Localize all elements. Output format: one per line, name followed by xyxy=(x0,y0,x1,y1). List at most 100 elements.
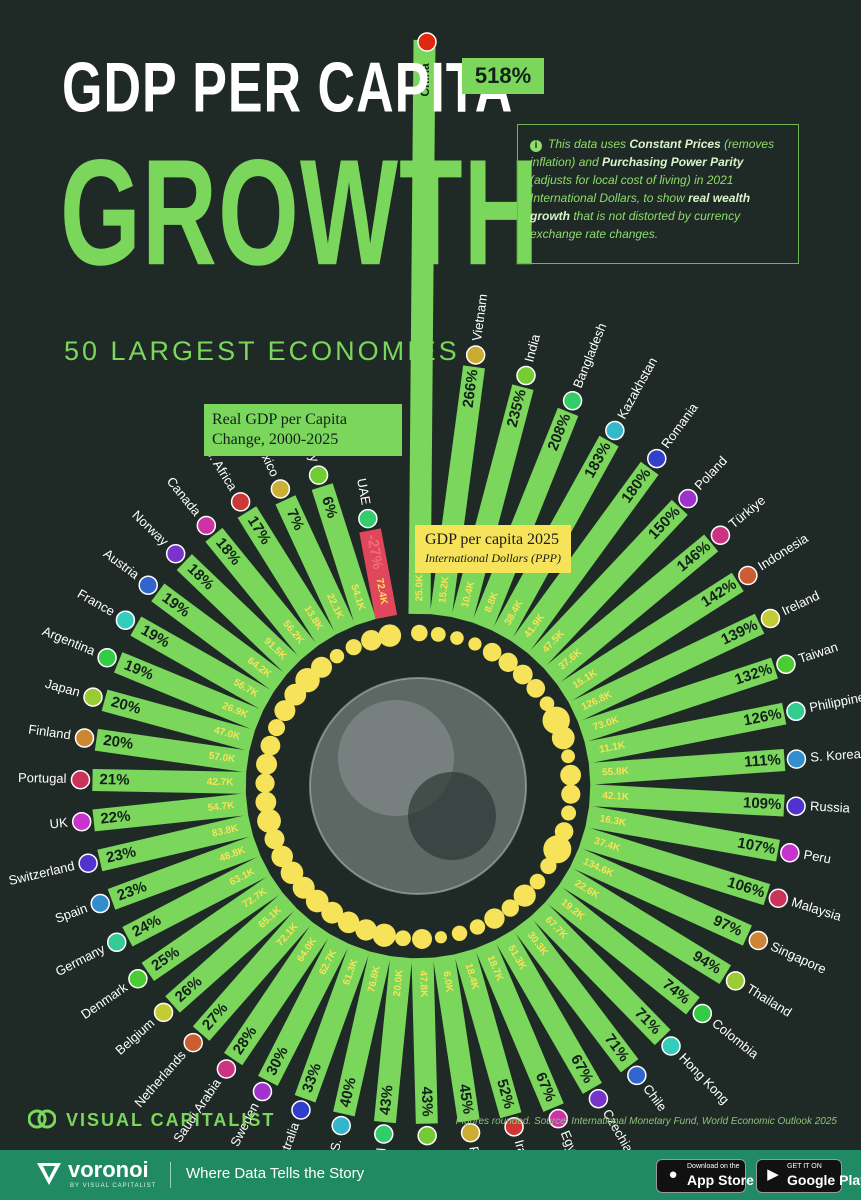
flag-italy xyxy=(308,465,329,485)
flag-israel xyxy=(417,1125,437,1146)
bar-colombia xyxy=(545,884,700,1015)
bar-romania xyxy=(510,461,659,654)
change-label-italy: 6% xyxy=(318,494,341,520)
bar-group-malaysia xyxy=(578,826,771,906)
bar-spain xyxy=(107,835,261,910)
info-text-4: that is not distorted by currency exchan… xyxy=(530,209,741,241)
bar-group-belgium xyxy=(165,892,297,1013)
bar-group-mexico xyxy=(275,495,356,635)
bar-group-hong-kong xyxy=(530,901,671,1046)
flag-sweden xyxy=(252,1081,273,1102)
bar-egypt xyxy=(474,940,564,1112)
bar-group-norway xyxy=(176,554,302,675)
flag-saudi-arabia xyxy=(216,1059,237,1079)
name-t-rkiye: Türkiye xyxy=(726,493,768,532)
voronoi-logo-icon[interactable] xyxy=(34,1158,64,1188)
change-label-s-korea: 111% xyxy=(744,751,782,771)
bubble-australia xyxy=(355,919,377,941)
flag-finland xyxy=(74,728,95,748)
bubble-philippines xyxy=(561,749,575,764)
bubble-singapore xyxy=(543,835,572,864)
bar-group-indonesia xyxy=(557,572,744,703)
bubble-s-korea xyxy=(560,764,582,786)
name-denmark: Denmark xyxy=(78,979,130,1022)
bubble-s-africa xyxy=(329,649,345,664)
voronoi-by: BY VISUAL CAPITALIST xyxy=(70,1183,157,1189)
flag-s-africa xyxy=(230,492,251,512)
info-text-3: (adjusts for local cost of living) in 20… xyxy=(530,173,734,205)
title-line1: GDP PER CAPITA xyxy=(62,49,514,128)
name-hong-kong: Hong Kong xyxy=(676,1050,732,1107)
name-austria: Austria xyxy=(101,546,143,583)
bar-israel xyxy=(411,957,438,1124)
footer-divider xyxy=(170,1162,171,1188)
bubble-germany xyxy=(271,845,293,868)
bar-czechia xyxy=(494,929,602,1094)
flag-poland xyxy=(678,488,698,509)
info-box: i This data uses Constant Prices (removes… xyxy=(517,124,799,264)
gdp-label-uae: 72.4K xyxy=(374,577,390,606)
bar-france xyxy=(130,616,274,711)
google-small: GET IT ON xyxy=(787,1163,822,1170)
name-switzerland: Switzerland xyxy=(7,858,76,888)
name-france: France xyxy=(75,586,118,619)
info-text-2: (removes inflation) and xyxy=(530,137,775,169)
bubble-russia xyxy=(561,784,581,804)
bar-peru xyxy=(585,805,780,862)
flag-philippines xyxy=(786,701,806,722)
app-store-button[interactable]: ● Download on the App Store xyxy=(656,1159,754,1193)
apple-icon: ● xyxy=(668,1166,678,1183)
flag-vietnam xyxy=(465,345,486,365)
bar-italy xyxy=(311,483,377,626)
info-bold-2: Purchasing Power Parity xyxy=(602,155,744,169)
bar-group-portugal xyxy=(92,768,247,794)
info-icon: i xyxy=(530,140,542,152)
change-label-vietnam: 266% xyxy=(460,368,482,408)
flag-indonesia xyxy=(738,565,758,586)
name-portugal: Portugal xyxy=(18,770,67,786)
bubble-italy xyxy=(361,629,382,651)
bubble-israel xyxy=(412,928,433,949)
bar-group-ireland xyxy=(568,613,765,723)
gdp-label-finland: 57.0K xyxy=(208,751,237,766)
bubble-taiwan xyxy=(551,726,575,750)
change-label-finland: 20% xyxy=(102,732,134,753)
bar-group-china xyxy=(408,39,436,615)
bar-group-chile xyxy=(512,916,639,1073)
earth-rim xyxy=(309,677,527,895)
bar-s-africa xyxy=(237,506,337,646)
name-japan: Japan xyxy=(44,676,82,700)
bar-group-japan xyxy=(101,689,255,752)
name-poland: Poland xyxy=(691,453,730,493)
name-colombia: Colombia xyxy=(709,1016,762,1062)
bar-argentina xyxy=(114,652,264,731)
bubble-thailand xyxy=(540,857,557,875)
bar-malaysia xyxy=(578,826,771,906)
voronoi-name[interactable]: voronoi xyxy=(68,1157,149,1182)
bubble-france xyxy=(274,700,296,722)
info-bold-1: Constant Prices xyxy=(629,137,721,151)
bubble-spain xyxy=(264,829,285,850)
bar-group-sweden xyxy=(258,934,350,1086)
name-india: India xyxy=(521,332,543,364)
name-ireland: Ireland xyxy=(779,588,821,619)
flag-u-s xyxy=(331,1115,351,1136)
name-norway: Norway xyxy=(129,507,172,549)
bar-group-taiwan xyxy=(577,657,779,743)
bubble-vietnam xyxy=(430,626,446,642)
google-play-button[interactable]: ▶ GET IT ON Google Play xyxy=(756,1159,861,1193)
bar-group-australia xyxy=(294,944,370,1103)
bar-group-poland xyxy=(527,499,688,669)
change-label-u-s: 40% xyxy=(337,1076,360,1109)
gdp-label-portugal: 42.7K xyxy=(207,777,235,789)
bar-group-philippines xyxy=(584,702,787,764)
bar-austria xyxy=(151,583,287,693)
flag-denmark xyxy=(128,969,148,989)
bar-group-czechia xyxy=(494,929,602,1094)
bubble-belgium xyxy=(292,876,315,899)
bar-japan xyxy=(101,689,255,752)
gdp-label-china: 25.0K xyxy=(414,574,425,602)
name-s-korea: S. Korea xyxy=(810,746,861,765)
gdp-label-israel: 47.8K xyxy=(417,970,429,998)
